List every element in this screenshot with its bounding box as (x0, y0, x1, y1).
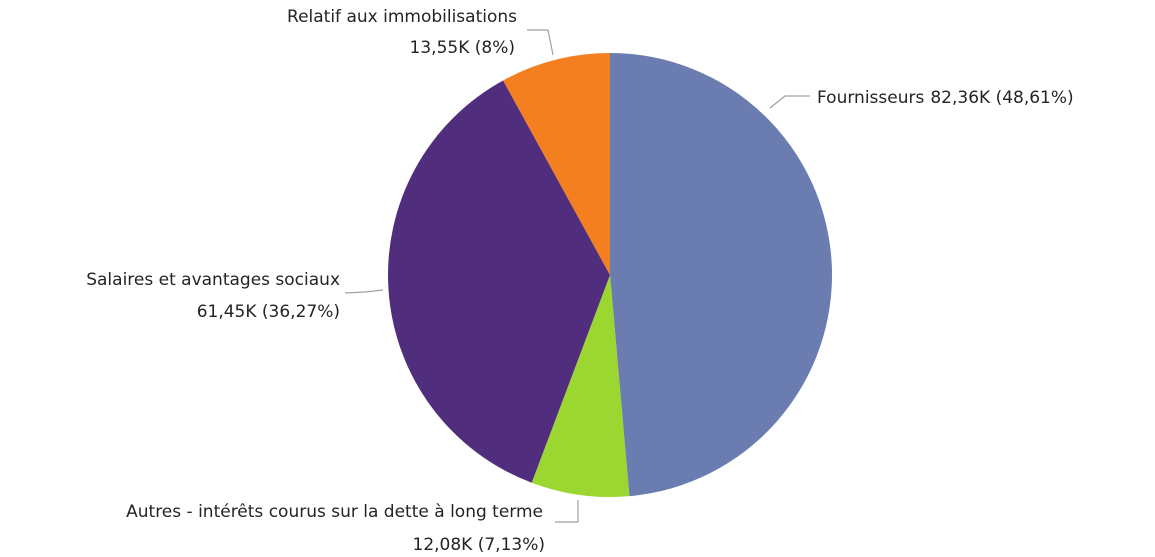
pie-slice (531, 275, 630, 497)
pie-slice (610, 53, 832, 497)
leader-line (555, 500, 579, 523)
value-label: 61,45K (36,27%) (197, 302, 340, 322)
leader-line (769, 95, 810, 109)
slice-label: Fournisseurs (817, 88, 924, 108)
value-label: 13,55K (8%) (410, 38, 515, 58)
leader-line (527, 29, 554, 56)
pie-slice (503, 53, 610, 275)
leader-line (344, 289, 384, 294)
slice-label: Autres - intérêts courus sur la dette à … (126, 502, 543, 522)
value-label: 82,36K (48,61%) (930, 88, 1073, 108)
slice-label: Relatif aux immobilisations (287, 7, 517, 27)
slice-label: Salaires et avantages sociaux (86, 270, 340, 290)
pie-slice (388, 80, 610, 483)
value-label: 12,08K (7,13%) (413, 535, 546, 555)
